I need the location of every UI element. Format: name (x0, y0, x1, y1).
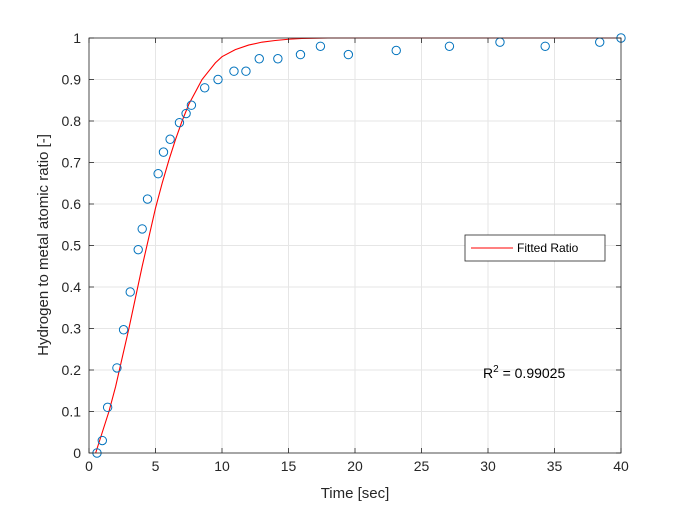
data-point (343, 49, 354, 60)
data-point (125, 287, 135, 297)
data-point (200, 83, 210, 93)
data-point (174, 117, 185, 128)
data-point (186, 100, 197, 110)
data-point (112, 363, 122, 373)
y-axis-label: Hydrogen to metal atomic ratio [-] (35, 134, 52, 356)
ticks (88, 37, 622, 454)
data-point (102, 402, 113, 413)
x-axis-label: Time [sec] (321, 485, 390, 502)
tick-labels: 0 5 10 15 20 25 30 35 40 0 0.1 0.2 0.3 0.4 0.5 0.6 0.7 0.… (62, 30, 629, 474)
y-tick-label: 0.2 (62, 362, 82, 378)
y-tick-label: 0.3 (62, 321, 82, 337)
data-point (315, 41, 326, 51)
legend: Fitted Ratio (464, 234, 606, 262)
x-tick-label: 20 (347, 458, 363, 474)
y-tick-label: 0 (73, 445, 81, 461)
x-tick-label: 10 (214, 458, 230, 474)
data-point (295, 49, 306, 60)
data-point (137, 224, 147, 234)
data-point (540, 41, 550, 51)
y-tick-label: 0.4 (62, 279, 82, 295)
data-point (254, 54, 264, 64)
y-tick-label: 1 (73, 30, 81, 46)
y-tick-label: 0.8 (62, 113, 82, 129)
y-tick-label: 0.1 (62, 404, 82, 420)
r-squared-annotation: R2 = 0.99025 (483, 364, 565, 381)
data-point (158, 147, 169, 157)
data-point (391, 45, 401, 56)
data-point (229, 66, 239, 76)
x-tick-label: 5 (152, 458, 160, 474)
y-tick-label: 0.7 (62, 155, 82, 171)
x-tick-label: 15 (281, 458, 297, 474)
data-point (213, 74, 223, 85)
data-point (153, 169, 163, 179)
legend-label-fitted-ratio: Fitted Ratio (517, 241, 579, 255)
data-point (133, 244, 143, 255)
x-tick-label: 35 (547, 458, 563, 474)
x-tick-label: 25 (414, 458, 430, 474)
r-squared-value: = 0.99025 (499, 365, 566, 381)
data-point (142, 194, 153, 204)
y-tick-label: 0.5 (62, 238, 82, 254)
x-tick-label: 40 (613, 458, 629, 474)
y-tick-label: 0.9 (62, 72, 82, 88)
data-point (273, 54, 283, 64)
y-tick-label: 0.6 (62, 196, 82, 212)
data-point (118, 325, 129, 335)
data-point (181, 108, 191, 119)
data-point (97, 435, 108, 446)
x-tick-label: 30 (480, 458, 496, 474)
data-point (165, 134, 175, 144)
x-tick-label: 0 (85, 458, 93, 474)
data-point (444, 41, 455, 51)
data-point (241, 66, 251, 76)
r-squared-prefix: R (483, 365, 493, 381)
r-squared-superscript: 2 (493, 364, 499, 375)
